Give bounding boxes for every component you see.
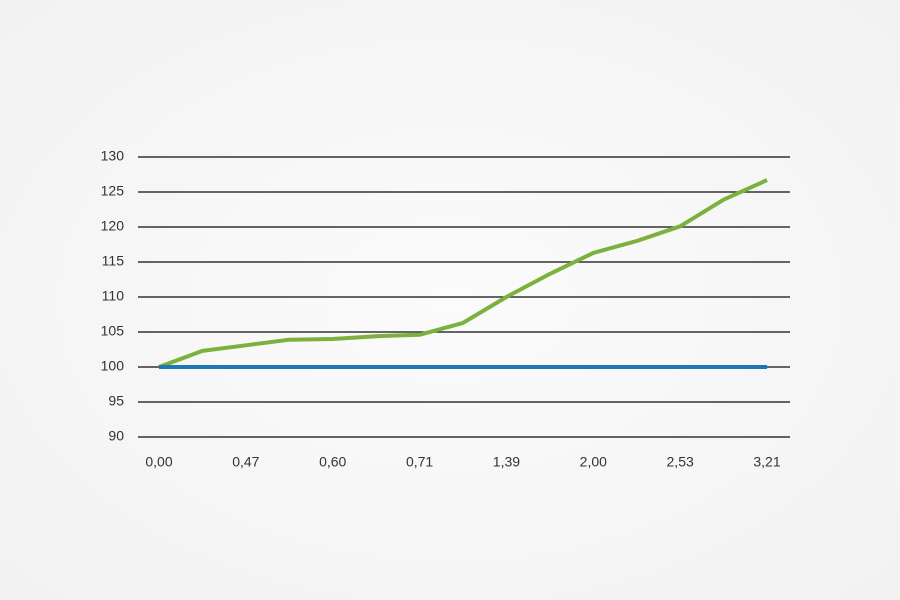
- y-tick-label: 125: [101, 183, 125, 199]
- series-line: [158, 178, 768, 369]
- y-tick-label: 95: [108, 393, 124, 409]
- x-tick-label: 1,39: [493, 454, 520, 470]
- x-tick-label: 2,53: [667, 454, 694, 470]
- x-tick-label: 0,47: [232, 454, 259, 470]
- x-tick-label: 2,00: [580, 454, 607, 470]
- x-tick-label: 3,21: [753, 454, 780, 470]
- y-tick-label: 115: [102, 253, 125, 269]
- y-tick-label: 90: [108, 428, 124, 444]
- x-tick-label: 0,71: [406, 454, 433, 470]
- x-tick-label: 0,00: [145, 454, 172, 470]
- y-tick-label: 110: [102, 288, 125, 304]
- y-tick-label: 130: [101, 148, 125, 164]
- y-tick-label: 105: [101, 323, 125, 339]
- x-tick-label: 0,60: [319, 454, 346, 470]
- y-tick-label: 120: [101, 218, 125, 234]
- y-tick-label: 100: [101, 358, 125, 374]
